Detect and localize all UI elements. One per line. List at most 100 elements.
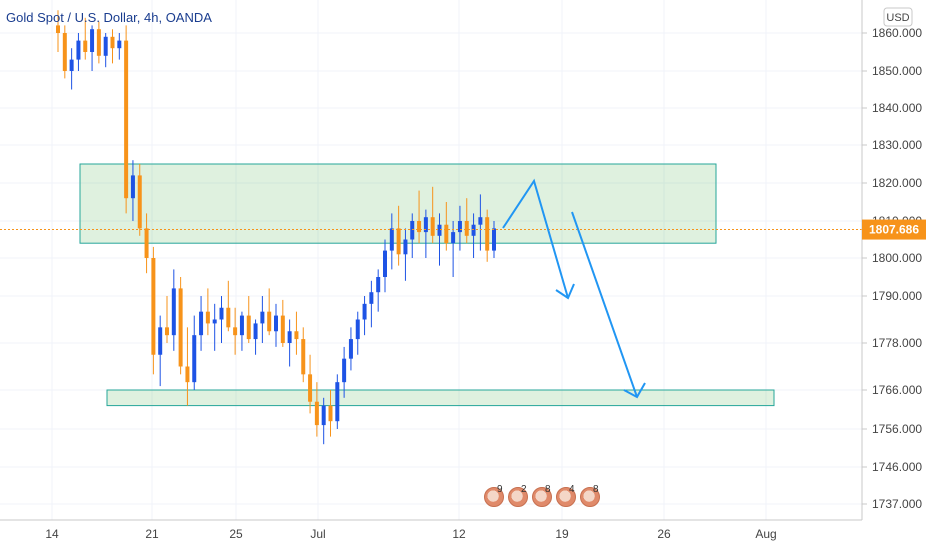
time-tick-label: 19 bbox=[555, 527, 569, 541]
price-tick-label: 1737.000 bbox=[872, 497, 922, 511]
candle bbox=[76, 33, 81, 71]
candle bbox=[137, 164, 142, 236]
candle bbox=[362, 296, 367, 336]
candle bbox=[233, 307, 238, 355]
candle bbox=[178, 277, 183, 375]
candle bbox=[124, 25, 129, 214]
price-axis[interactable]: 1860.000 1850.000 1840.000 1830.000 1820.000… bbox=[862, 26, 922, 511]
currency-badge-label: USD bbox=[886, 12, 909, 24]
candle bbox=[144, 213, 149, 274]
candle bbox=[314, 382, 319, 437]
support-zone[interactable] bbox=[106, 389, 775, 407]
candle bbox=[308, 354, 313, 414]
price-tick-label: 1790.000 bbox=[872, 289, 922, 303]
event-count: 8 bbox=[545, 484, 551, 495]
candle bbox=[301, 327, 306, 383]
time-tick-label: 14 bbox=[45, 527, 59, 541]
grid bbox=[0, 0, 862, 520]
candles bbox=[56, 10, 496, 445]
price-tick-label: 1766.000 bbox=[872, 383, 922, 397]
candle bbox=[110, 29, 115, 64]
candle bbox=[103, 33, 108, 68]
candle bbox=[90, 25, 95, 71]
candle bbox=[451, 221, 456, 277]
price-tick-label: 1830.000 bbox=[872, 138, 922, 152]
candle bbox=[492, 221, 496, 258]
candle bbox=[410, 213, 415, 258]
time-tick-label: Aug bbox=[755, 527, 776, 541]
currency-badge[interactable]: USD bbox=[883, 7, 913, 27]
candle bbox=[355, 311, 360, 355]
us-flag-icon[interactable]: 4 bbox=[556, 484, 576, 507]
candle bbox=[274, 303, 278, 347]
candle bbox=[396, 205, 401, 266]
event-count: 8 bbox=[593, 484, 599, 495]
projection-arrow[interactable] bbox=[571, 211, 638, 398]
candle bbox=[205, 288, 210, 336]
event-count: 4 bbox=[569, 484, 575, 495]
candle bbox=[478, 194, 483, 251]
candle bbox=[212, 303, 217, 351]
candle bbox=[83, 17, 88, 60]
price-tick-label: 1840.000 bbox=[872, 101, 922, 115]
candle bbox=[457, 205, 462, 251]
candle bbox=[471, 213, 476, 258]
time-tick-label: 26 bbox=[657, 527, 671, 541]
price-tick-label: 1778.000 bbox=[872, 336, 922, 350]
candle bbox=[342, 346, 347, 398]
candle bbox=[62, 25, 67, 79]
candle bbox=[335, 374, 340, 429]
event-markers: 9 2 8 4 8 bbox=[484, 484, 600, 507]
candle bbox=[430, 186, 435, 244]
us-flag-icon[interactable]: 9 bbox=[484, 484, 504, 507]
candle bbox=[383, 239, 387, 293]
candle bbox=[117, 33, 122, 60]
candle bbox=[485, 209, 490, 262]
price-tick-label: 1820.000 bbox=[872, 176, 922, 190]
candle bbox=[267, 288, 272, 336]
candle bbox=[280, 299, 285, 347]
candle bbox=[219, 296, 224, 343]
us-flag-icon[interactable]: 8 bbox=[532, 484, 552, 507]
time-axis[interactable]: 14 21 25 Jul 12 19 26 Aug bbox=[45, 527, 776, 541]
zones bbox=[79, 163, 775, 407]
candle bbox=[260, 296, 265, 343]
candle bbox=[389, 213, 394, 270]
current-price-badge: 1807.686 bbox=[862, 219, 926, 240]
candle bbox=[321, 397, 326, 445]
candle bbox=[165, 296, 169, 343]
time-tick-label: 25 bbox=[229, 527, 243, 541]
event-count: 9 bbox=[497, 484, 503, 495]
candle bbox=[369, 280, 374, 328]
candle bbox=[151, 246, 156, 375]
candle bbox=[185, 327, 190, 406]
candle bbox=[56, 10, 60, 52]
projection-arrows bbox=[502, 178, 646, 399]
price-tick-label: 1756.000 bbox=[872, 422, 922, 436]
candle bbox=[403, 228, 408, 281]
candle bbox=[464, 198, 469, 244]
price-tick-label: 1860.000 bbox=[872, 26, 922, 40]
time-tick-label: 21 bbox=[145, 527, 159, 541]
candle bbox=[423, 209, 428, 258]
candle bbox=[199, 296, 204, 351]
projection-arrow[interactable] bbox=[502, 178, 569, 299]
price-tick-label: 1746.000 bbox=[872, 460, 922, 474]
candle bbox=[246, 296, 251, 343]
candle bbox=[171, 269, 176, 351]
candle bbox=[130, 160, 135, 221]
current-price-label: 1807.686 bbox=[869, 223, 919, 237]
event-count: 2 bbox=[521, 484, 527, 495]
price-tick-label: 1850.000 bbox=[872, 64, 922, 78]
candle bbox=[376, 269, 381, 312]
candle bbox=[294, 311, 299, 355]
candle bbox=[192, 315, 197, 390]
us-flag-icon[interactable]: 2 bbox=[508, 484, 528, 507]
candle bbox=[69, 48, 74, 90]
us-flag-icon[interactable]: 8 bbox=[580, 484, 600, 507]
chart-title: Gold Spot / U.S. Dollar, 4h, OANDA bbox=[6, 10, 212, 25]
candle bbox=[253, 319, 258, 355]
candle bbox=[226, 280, 231, 332]
candle bbox=[348, 327, 353, 371]
